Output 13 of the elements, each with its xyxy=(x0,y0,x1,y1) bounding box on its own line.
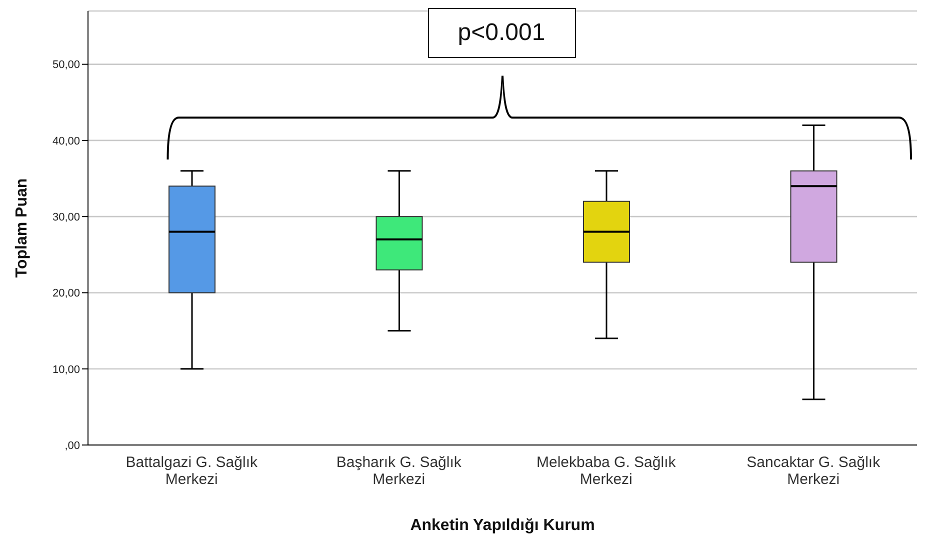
y-tick-label: ,00 xyxy=(64,440,80,452)
y-tick-label: 20,00 xyxy=(52,288,80,300)
y-tick-label: 10,00 xyxy=(52,364,80,376)
x-tick-label: Battalgazi G. Sağlık Merkezi xyxy=(126,454,258,488)
y-tick-label: 30,00 xyxy=(52,211,80,224)
y-tick-label: 50,00 xyxy=(52,59,80,72)
annotation: p<0.001 xyxy=(428,8,576,58)
x-tick-label: Başharık G. Sağlık Merkezi xyxy=(336,454,462,488)
x-tick-label: Melekbaba G. Sağlık Merkezi xyxy=(536,454,676,488)
y-tick-label: 40,00 xyxy=(52,135,80,148)
y-axis-title: Toplam Puan xyxy=(14,178,31,278)
x-tick-label: Sancaktar G. Sağlık Merkezi xyxy=(746,454,881,488)
x-axis-title: Anketin Yapıldığı Kurum xyxy=(410,517,595,534)
